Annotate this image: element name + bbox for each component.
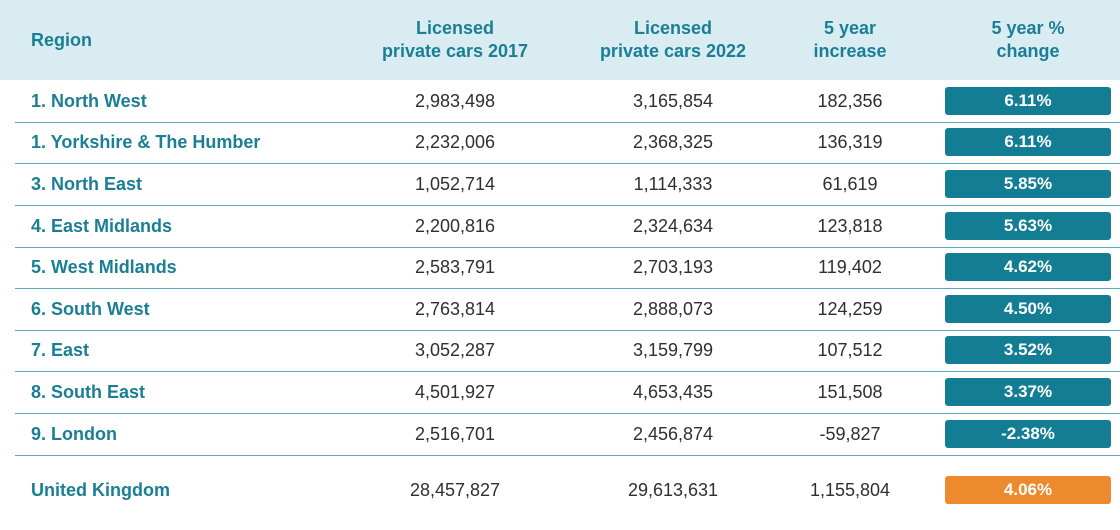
cell-increase: 136,319 — [817, 132, 883, 152]
cell-cars-2017: 2,232,006 — [414, 132, 496, 152]
cell-cars-2017: 3,052,287 — [414, 340, 496, 360]
cell-region: 8. South East — [31, 382, 146, 402]
change-badge: 5.63% — [945, 212, 1111, 240]
cell-increase: 151,508 — [817, 382, 883, 402]
cell-cars-2022: 2,888,073 — [632, 299, 714, 319]
cell-cars-2017: 2,200,816 — [414, 216, 496, 236]
cell-region: 3. North East — [31, 174, 143, 194]
table-row: 1. Yorkshire & The Humber 2,232,006 2,368,… — [15, 122, 1120, 164]
header-percent-change: 5 year % change — [991, 18, 1065, 61]
cell-region: 1. North West — [31, 91, 147, 111]
header-region: Region — [31, 29, 92, 50]
header-cars-2022: Licensed private cars 2022 — [599, 18, 747, 61]
cell-region: United Kingdom — [31, 480, 170, 500]
table-row: 7. East 3,052,287 3,159,799 107,512 3.52% — [15, 330, 1120, 372]
cell-cars-2022: 2,368,325 — [632, 132, 714, 152]
cell-cars-2017: 2,516,701 — [414, 424, 496, 444]
cell-region: 9. London — [31, 424, 117, 444]
header-increase: 5 year increase — [813, 18, 887, 61]
cell-increase: 182,356 — [817, 91, 883, 111]
cell-cars-2017: 1,052,714 — [414, 174, 496, 194]
change-badge: 6.11% — [945, 87, 1111, 115]
change-badge: -2.38% — [945, 420, 1111, 448]
cell-cars-2017: 2,583,791 — [414, 257, 496, 277]
table-row: 3. North East 1,052,714 1,114,333 61,619 5.8… — [15, 164, 1120, 206]
cell-increase: 119,402 — [818, 257, 882, 277]
cell-increase: 61,619 — [822, 174, 878, 194]
cell-cars-2022: 3,165,854 — [632, 91, 714, 111]
table-row: 8. South East 4,501,927 4,653,435 151,508 3.… — [15, 372, 1120, 414]
cell-cars-2017: 4,501,927 — [414, 382, 496, 402]
change-badge: 4.50% — [945, 295, 1111, 323]
cell-cars-2017: 2,763,814 — [414, 299, 496, 319]
cell-cars-2022: 29,613,631 — [627, 480, 719, 500]
cell-increase: 123,818 — [817, 216, 883, 236]
cell-increase: -59,827 — [819, 424, 881, 444]
table-header: Region Licensed private cars 2017 Licens… — [0, 0, 1120, 80]
table-row: 9. London 2,516,701 2,456,874 -59,827 -2.38% — [15, 414, 1120, 456]
total-change-badge: 4.06% — [945, 476, 1111, 504]
cell-cars-2017: 28,457,827 — [409, 480, 501, 500]
change-badge: 3.52% — [945, 336, 1111, 364]
cell-region: 5. West Midlands — [31, 257, 177, 277]
cell-cars-2022: 2,456,874 — [632, 424, 714, 444]
cell-region: 1. Yorkshire & The Humber — [31, 132, 261, 152]
table-row: 1. North West 2,983,498 3,165,854 182,356 6.… — [15, 81, 1120, 123]
cell-cars-2022: 2,324,634 — [632, 216, 714, 236]
cell-cars-2022: 3,159,799 — [632, 340, 714, 360]
cell-cars-2022: 1,114,333 — [633, 174, 713, 194]
cell-cars-2022: 4,653,435 — [632, 382, 714, 402]
header-cars-2017: Licensed private cars 2017 — [381, 18, 529, 61]
cell-cars-2017: 2,983,498 — [414, 91, 496, 111]
cell-increase: 124,259 — [817, 299, 883, 319]
change-badge: 6.11% — [945, 128, 1111, 156]
cell-increase: 1,155,804 — [809, 480, 891, 500]
change-badge: 4.62% — [945, 253, 1111, 281]
table-row-total: United Kingdom 28,457,827 29,613,631 1,155,… — [15, 470, 1120, 511]
change-badge: 5.85% — [945, 170, 1111, 198]
cell-region: 7. East — [31, 340, 90, 360]
change-badge: 3.37% — [945, 378, 1111, 406]
cell-cars-2022: 2,703,193 — [632, 257, 714, 277]
table-row: 6. South West 2,763,814 2,888,073 124,259 4.… — [15, 289, 1120, 331]
cell-region: 4. East Midlands — [31, 216, 173, 236]
cell-increase: 107,512 — [817, 340, 883, 360]
table-row: 5. West Midlands 2,583,791 2,703,193 119,40… — [15, 247, 1120, 289]
table-row: 4. East Midlands 2,200,816 2,324,634 123,81… — [15, 206, 1120, 248]
cell-region: 6. South West — [31, 299, 150, 319]
